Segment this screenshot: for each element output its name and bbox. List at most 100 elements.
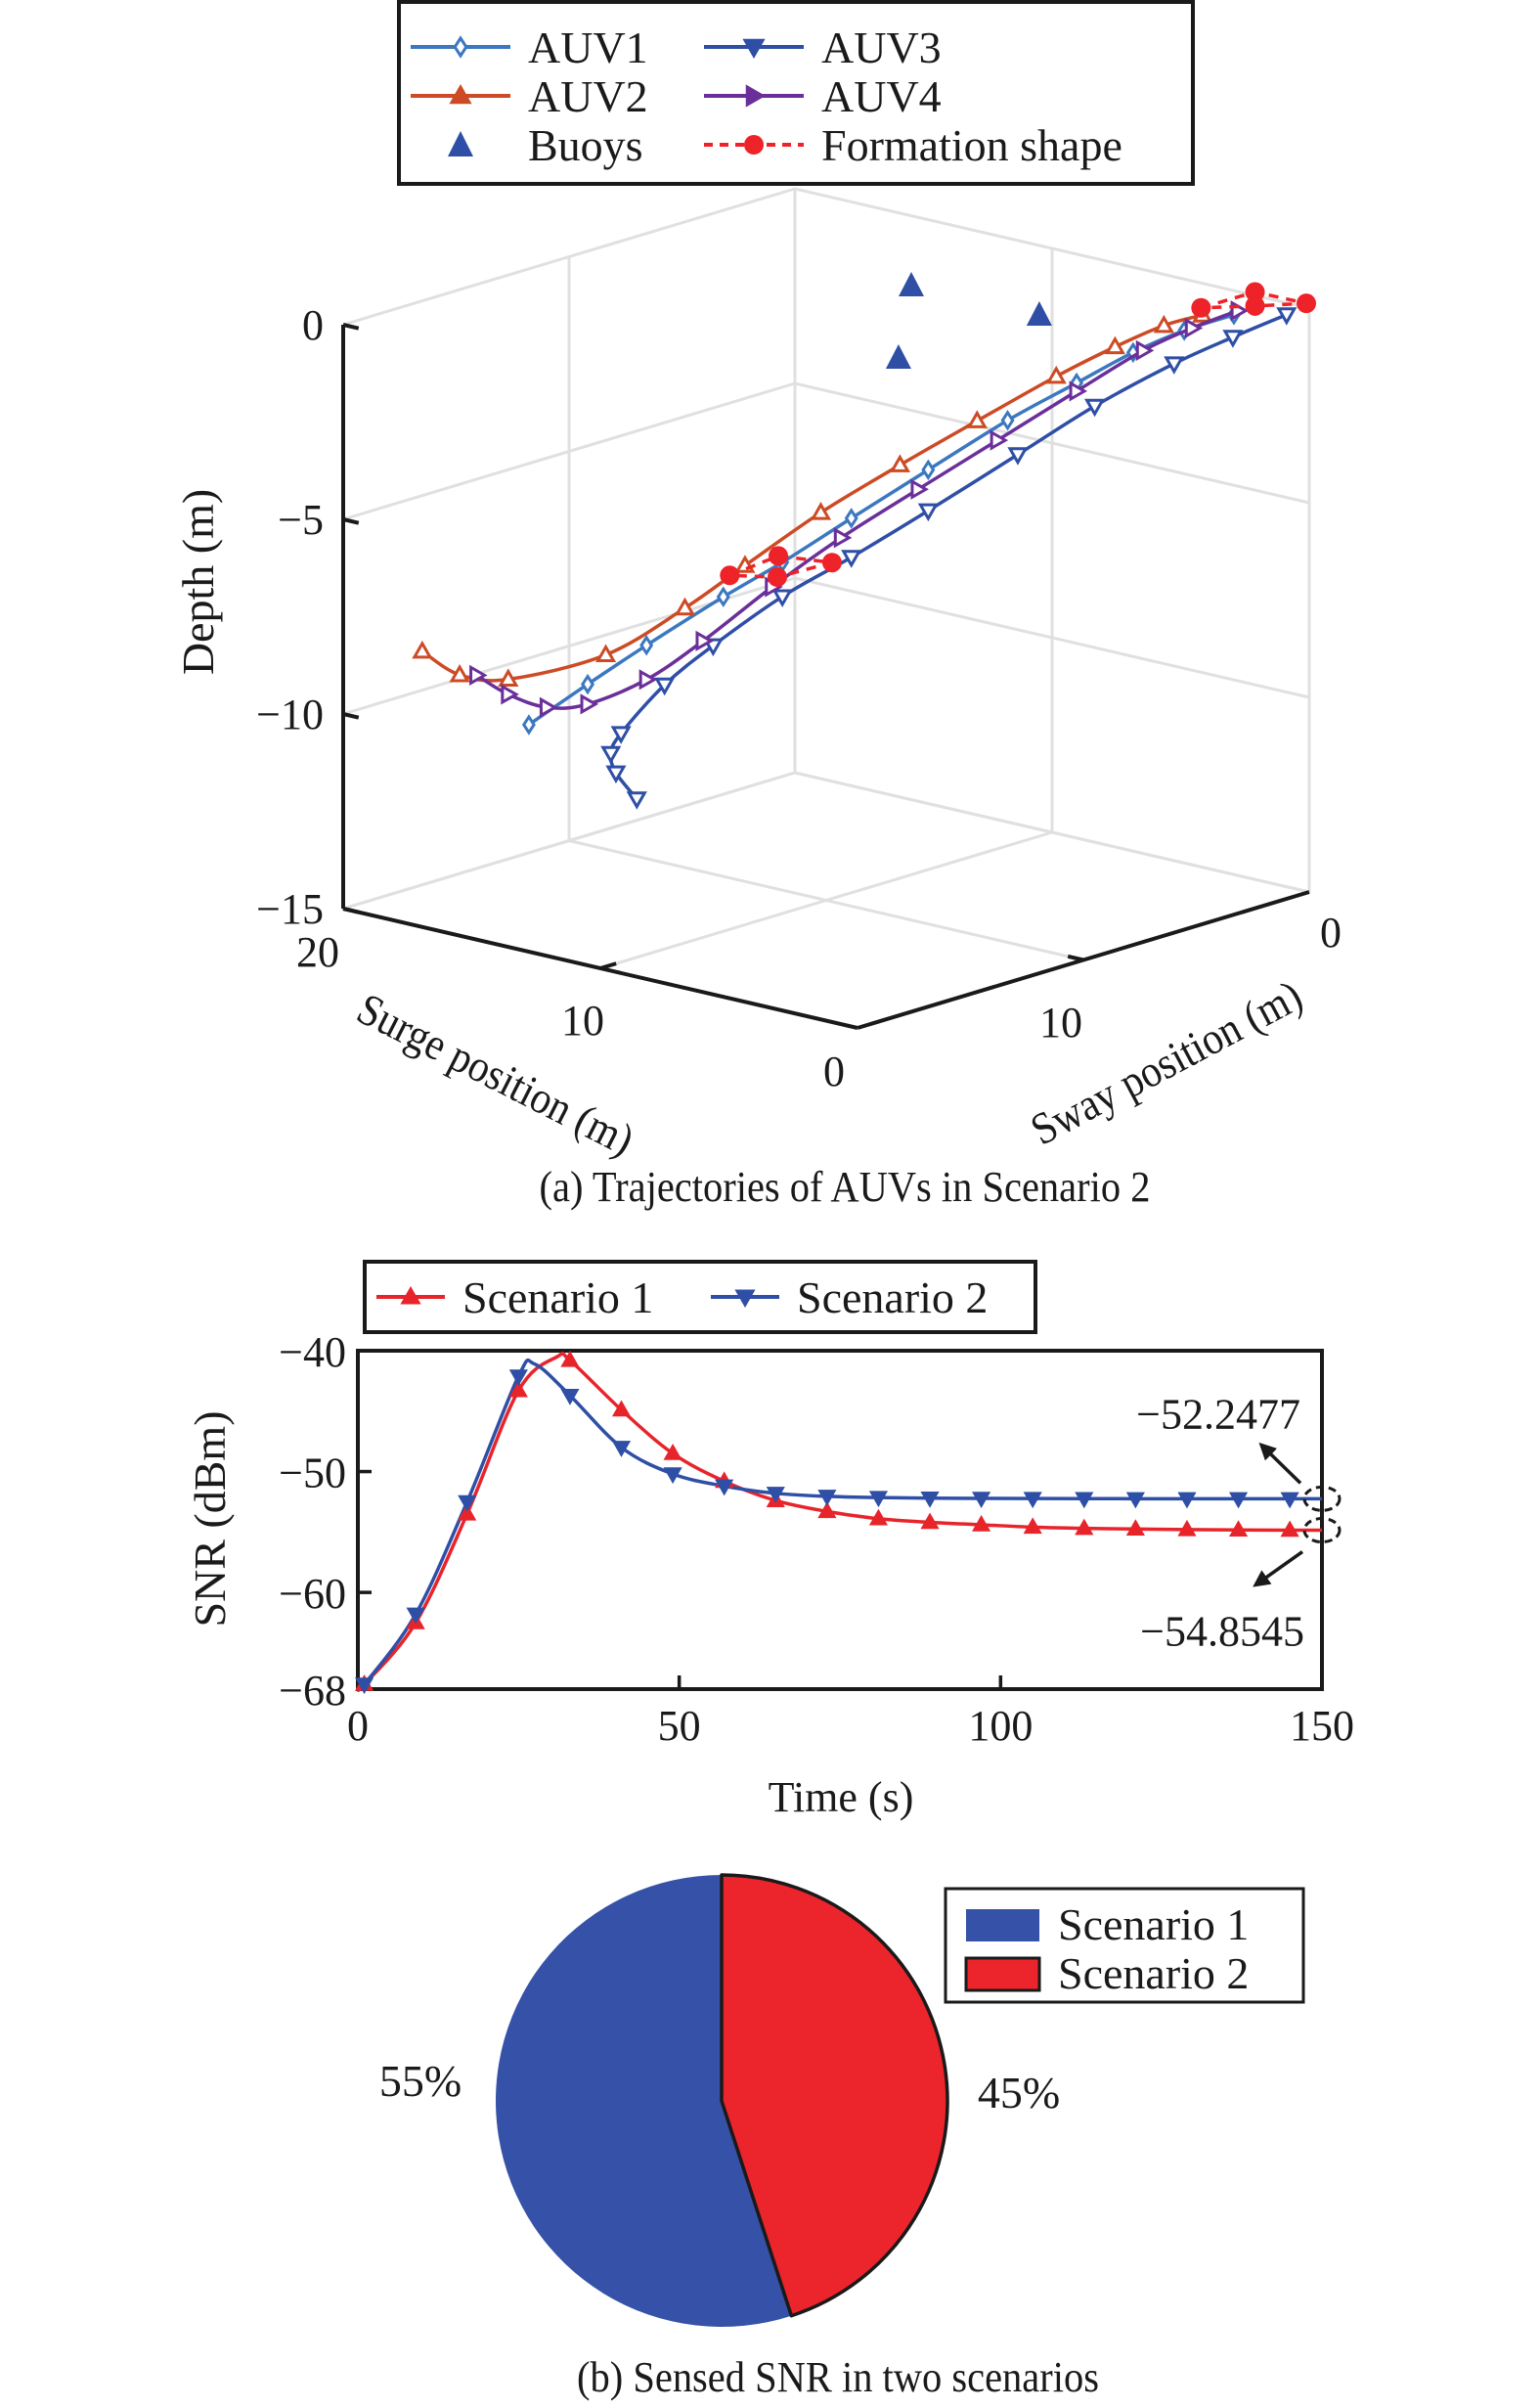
auv2-marker (449, 663, 470, 683)
s1-snr-marker (1280, 1520, 1299, 1538)
auv4-marker (580, 693, 599, 715)
s2-snr-marker (406, 1607, 425, 1625)
auv3-marker (1083, 398, 1106, 418)
legend-marker (448, 131, 473, 156)
legend-marker (745, 84, 767, 108)
sway-tick (1067, 954, 1084, 962)
y-tick-label: −40 (279, 1328, 346, 1376)
legend-swatch (966, 1909, 1039, 1941)
pie-labels: 55% 45% (379, 2056, 1060, 2118)
s2-snr-marker (1023, 1492, 1042, 1509)
s2-snr-marker (1125, 1492, 1145, 1509)
legend-item-s2: Scenario 2 (711, 1272, 988, 1322)
grid-line (342, 771, 796, 911)
legend-label: Scenario 2 (1058, 1948, 1249, 1998)
legend-item-auv4: AUV4 (704, 71, 942, 121)
auv1-trajectory-line (527, 313, 1235, 727)
auv3-marker (771, 589, 793, 607)
depth-tick-label: −10 (256, 691, 324, 738)
trajectory-legend: AUV1 AUV3 AUV2 AUV4 Buoys Formation shape (397, 0, 1195, 186)
s2-snr-marker (508, 1369, 528, 1386)
auv3-trajectory-line (608, 313, 1288, 800)
s2-snr-marker (663, 1467, 682, 1485)
legend-item-s1: Scenario 1 (376, 1272, 653, 1322)
highlight-ellipse (1302, 1485, 1342, 1512)
s2-snr-marker (1177, 1492, 1197, 1509)
legend-marker (400, 1285, 421, 1305)
s1-snr-marker (508, 1380, 528, 1398)
auv2-marker (594, 644, 617, 663)
grid-line (342, 381, 1310, 521)
auv4-marker (469, 664, 488, 686)
s2-snr-marker (868, 1491, 889, 1508)
y-tick-label: −60 (279, 1570, 346, 1618)
pie-label-scenario-1: 55% (379, 2056, 462, 2106)
x-tick-label: 100 (968, 1702, 1033, 1750)
legend-item-formation: Formation shape (704, 120, 1122, 170)
auv2-marker (1104, 335, 1125, 355)
auv2-marker (1153, 314, 1174, 334)
caption-a: (a) Trajectories of AUVs in Scenario 2 (540, 1163, 1151, 1211)
s1-snr-marker (1228, 1520, 1249, 1538)
legend-label: Scenario 1 (1058, 1899, 1249, 1949)
s2-snr-marker (817, 1490, 837, 1506)
formation-point (1245, 295, 1265, 316)
auv2-marker (966, 410, 988, 428)
x-tick-label: 50 (658, 1702, 701, 1750)
auv3-marker (610, 726, 632, 744)
s2-snr-marker (972, 1492, 991, 1509)
legend-marker (453, 35, 468, 59)
trajectory-axes (341, 323, 1310, 1030)
auv1-marker (639, 635, 654, 656)
formation-point (1191, 297, 1211, 318)
buoy-marker (1026, 300, 1052, 326)
auv3-marker (1164, 356, 1185, 375)
snr-y-axis-label: SNR (dBm) (185, 1410, 235, 1627)
auv2-marker (412, 640, 433, 659)
auv1-marker (521, 714, 536, 736)
auv4-marker (539, 696, 558, 718)
legend-box (397, 0, 1195, 186)
auv3-marker (841, 550, 862, 568)
legend-marker (734, 1289, 756, 1309)
buoy-marker (899, 271, 925, 296)
auv2-trajectory-line (420, 313, 1204, 683)
depth-tick (342, 907, 360, 914)
annotation-label: −54.8545 (1140, 1608, 1304, 1656)
s1-snr-marker (1023, 1517, 1042, 1535)
auv3-marker (1222, 330, 1244, 348)
auv4-marker (638, 669, 658, 691)
depth-axis-label: Depth (m) (173, 489, 223, 675)
auv4-marker (990, 429, 1009, 451)
annotation-label: −52.2477 (1136, 1390, 1300, 1438)
snr-lines (354, 1350, 1323, 1695)
pie-label-scenario-2: 45% (978, 2068, 1060, 2118)
auv2-marker (1045, 365, 1067, 384)
depth-tick-label: 0 (302, 301, 324, 349)
auv1-marker (716, 586, 730, 608)
formation-point (720, 565, 740, 586)
s2-snr-marker (715, 1479, 734, 1496)
legend-label: Formation shape (821, 120, 1122, 170)
legend-item-buoys: Buoys (448, 120, 643, 170)
s2-snr-marker (1280, 1492, 1299, 1509)
grid-line (568, 839, 1084, 961)
trajectory-grid (341, 187, 1311, 1030)
s1-snr-marker (1075, 1518, 1094, 1536)
depth-tick-label: −5 (278, 496, 324, 544)
snr-ticks: 0 50 100 150 −40 −50 −60 −68 (279, 1328, 1354, 1750)
y-tick-label: −68 (279, 1667, 346, 1715)
legend-item-auv1: AUV1 (411, 22, 648, 72)
auv2-marker (889, 454, 911, 472)
legend-swatch (964, 1956, 1041, 1992)
auv1-marker (844, 508, 858, 529)
auv3-marker (654, 677, 676, 696)
formation-point (1245, 282, 1265, 302)
grid-line (342, 187, 1310, 327)
depth-tick-label: −15 (256, 885, 324, 933)
auv2-marker (810, 502, 832, 520)
